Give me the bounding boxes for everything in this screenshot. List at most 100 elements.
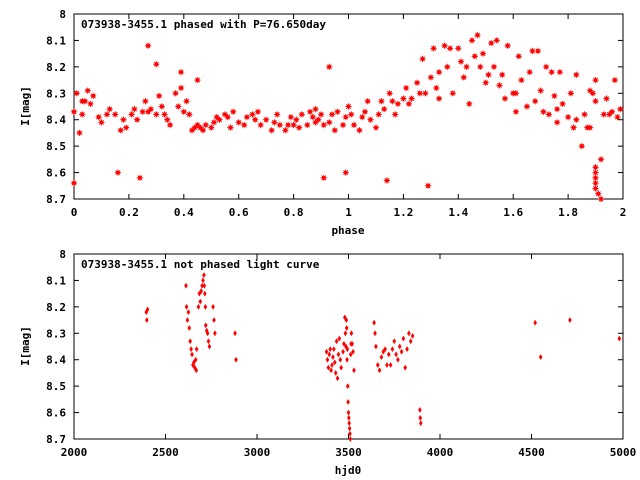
unphased-data-point [213,330,217,337]
phased-points [70,31,625,203]
unphased-data-point [203,290,207,297]
phased-data-point [308,113,317,121]
unphased-y-tick-label: 8.5 [46,380,66,393]
unphased-data-point [324,348,329,355]
phased-data-point [468,36,476,45]
phased-x-tick-label: 0.4 [174,206,194,219]
phased-data-point [388,97,397,106]
phased-data-point [503,41,512,50]
phased-data-point [588,89,597,98]
phased-data-point [413,78,421,87]
phased-data-point [391,110,400,119]
unphased-data-point [538,354,543,361]
phased-x-tick-label: 2 [620,206,627,219]
unphased-data-point [335,375,340,382]
unphased-data-point [351,348,355,355]
phased-data-point [105,105,114,113]
phased-data-point [89,92,98,100]
unphased-x-ticks: 2000 2500 3000 3500 4000 4500 5000 [61,254,636,459]
phased-data-point [240,121,249,129]
unphased-data-point [408,338,413,345]
unphased-y-axis-label: I[mag] [19,326,32,366]
phased-data-point [281,126,290,135]
phased-data-point [311,118,320,127]
phased-data-point [514,52,523,61]
phased-data-point [341,168,350,177]
unphased-data-point [385,362,389,368]
unphased-x-tick-label: 3000 [244,446,271,459]
phased-data-point [591,168,600,177]
phased-data-point [490,63,498,71]
phased-data-point [591,76,600,84]
unphased-data-point [345,356,349,363]
phased-data-point [553,105,561,113]
unphased-data-point [194,346,199,353]
phased-data-point [223,113,232,121]
unphased-data-point [202,282,207,289]
phased-data-point [133,115,141,124]
unphased-chart: 2000 2500 3000 3500 4000 4500 5000 88.18.28.38… [19,248,636,477]
unphased-data-point [347,425,352,432]
phased-data-point [254,107,262,116]
unphased-x-tick-label: 4500 [518,446,545,459]
unphased-data-point [343,330,348,337]
phased-data-point [363,97,372,106]
phased-data-point [591,163,600,172]
phased-data-point [355,126,364,135]
phased-data-point [498,70,507,79]
phased-x-tick-label: 1.4 [448,206,468,219]
phased-data-point [402,84,410,92]
unphased-data-point [388,362,393,368]
phased-data-point [435,94,443,103]
phased-data-point [147,105,155,113]
phased-data-point [270,118,279,127]
unphased-data-point [184,303,189,310]
phased-data-point [517,76,526,84]
phased-data-point [487,39,496,47]
phased-data-point [262,115,270,124]
phased-data-point [597,155,605,164]
unphased-data-point [185,317,190,324]
phased-data-point [405,100,413,108]
phased-data-point [210,118,218,127]
unphased-y-tick-label: 8.4 [46,354,66,367]
phased-data-point [83,86,92,95]
unphased-x-tick-label: 3500 [335,446,362,459]
unphased-data-point [405,346,409,353]
phased-data-point [226,123,235,132]
phased-data-point [550,92,559,100]
phased-data-point [374,110,383,119]
unphased-data-point [334,338,339,345]
unphased-data-point [201,277,205,284]
phased-data-point [566,89,575,98]
unphased-data-point [377,367,382,374]
phased-data-point [119,115,128,124]
unphased-data-point [144,317,149,324]
phased-data-point [319,121,328,129]
unphased-data-point [326,364,331,371]
unphased-data-point [342,340,346,347]
phased-data-point [215,115,224,124]
phased-data-point [130,105,139,113]
phased-data-point [287,113,295,121]
unphased-chart-title: 073938-3455.1 not phased light curve [81,258,320,271]
phased-data-point [470,52,479,61]
unphased-data-point [187,325,192,331]
phased-data-point [418,55,427,63]
phased-y-tick-label: 8.1 [46,34,66,47]
phased-data-point [311,105,320,113]
phased-data-point [102,110,111,119]
phased-data-point [385,89,394,98]
phased-data-point [602,94,611,103]
phased-data-point [372,123,380,132]
unphased-data-point [198,298,203,305]
phased-data-point [421,89,430,98]
phased-data-point [155,92,163,100]
phased-data-point [97,118,106,127]
phased-x-tick-label: 0.6 [229,206,249,219]
phased-data-point [289,121,298,129]
phased-data-point [234,118,243,127]
phased-x-tick-label: 0.2 [119,206,139,219]
unphased-y-tick-label: 8.1 [46,274,66,287]
phased-data-point [580,110,589,119]
